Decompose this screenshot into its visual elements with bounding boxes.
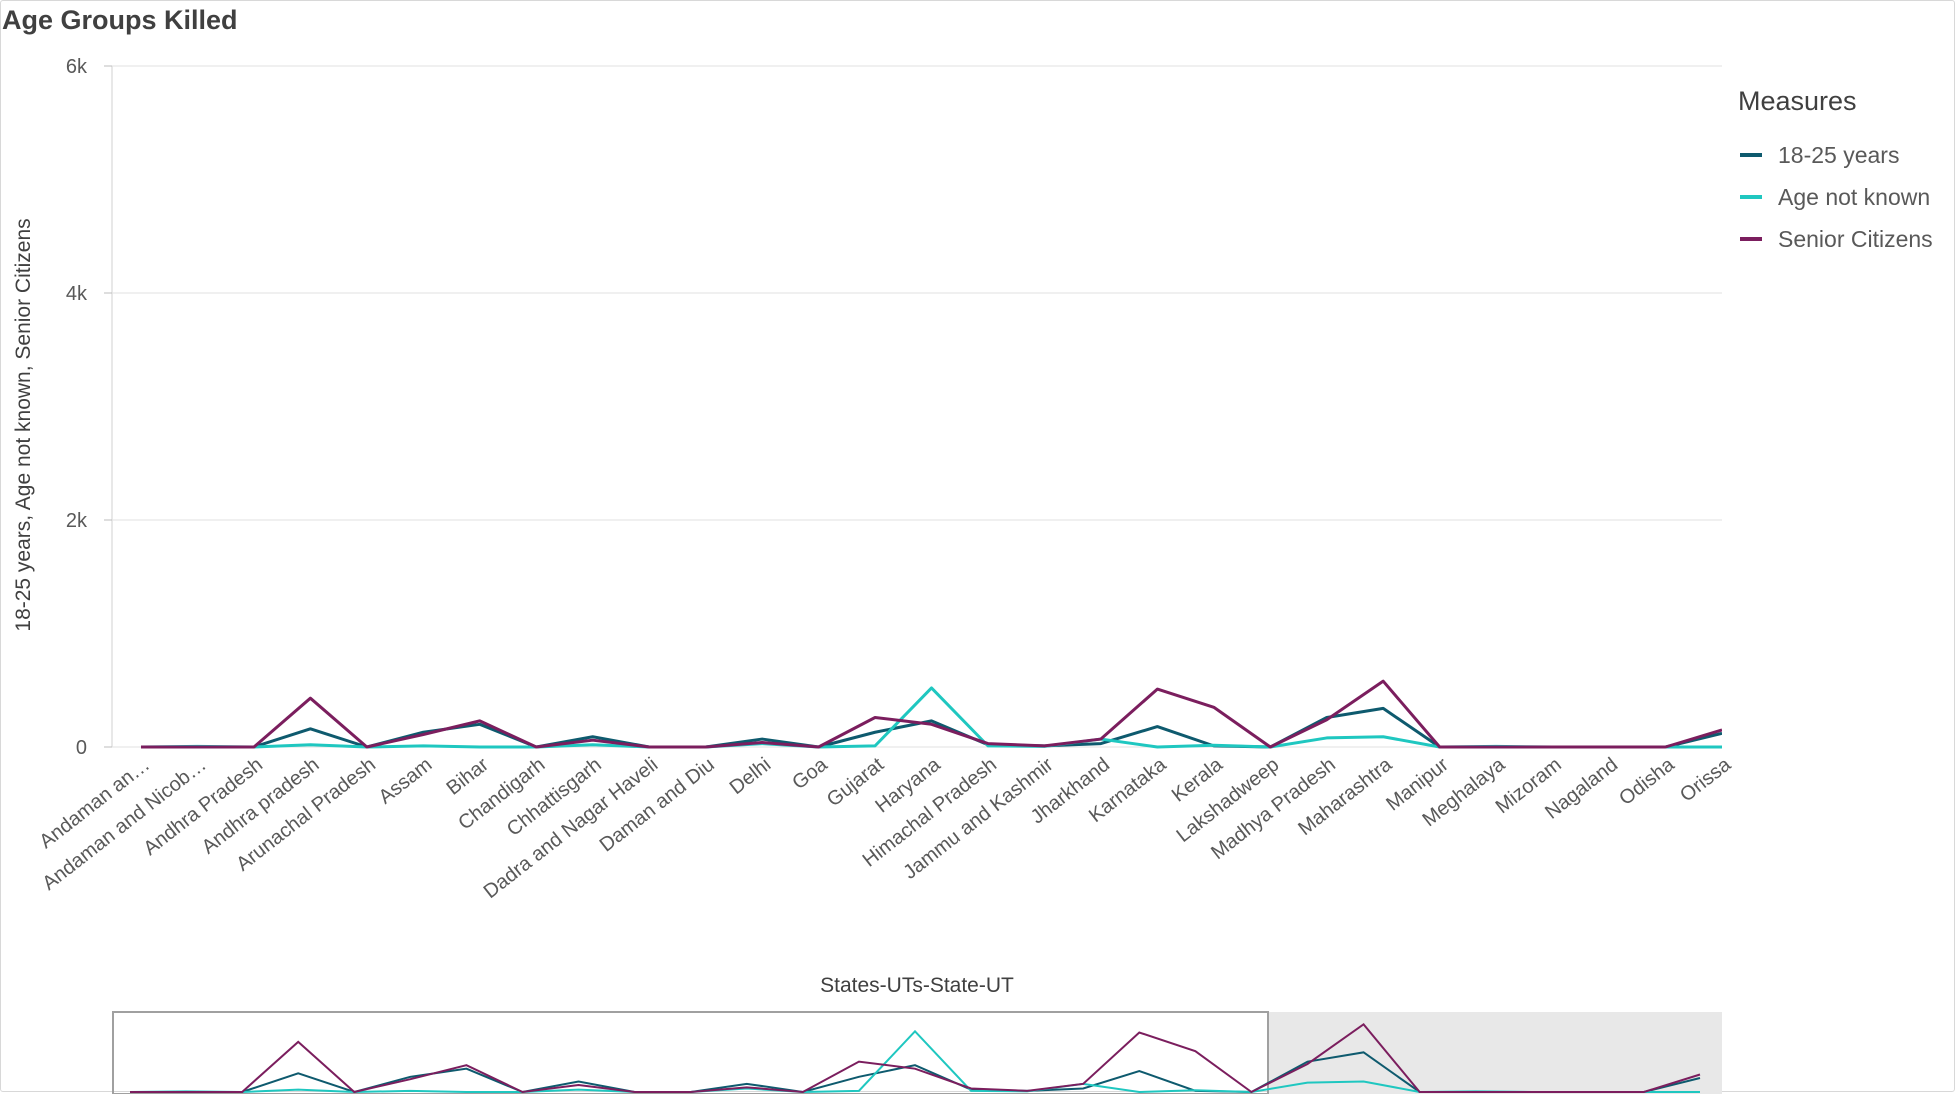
legend-title: Measures xyxy=(1738,86,1857,116)
series-line-senior-citizens[interactable] xyxy=(141,679,1722,749)
x-tick-label: Orissa xyxy=(1676,753,1736,806)
y-tick-label: 6k xyxy=(66,56,88,78)
chart-title: Age Groups Killed xyxy=(2,5,238,35)
x-axis-ticks: Andaman an…Andaman and Nicob…Andhra Prad… xyxy=(35,753,1735,903)
minimap-series-line xyxy=(130,1022,1701,1094)
legend-item-label[interactable]: 18-25 years xyxy=(1778,142,1899,168)
series-line-18-25-years[interactable] xyxy=(141,706,1722,749)
minimap-viewport-handle[interactable] xyxy=(112,1011,1269,1094)
minimap-out-of-view xyxy=(1268,1012,1722,1094)
minimap-scrollbar[interactable] xyxy=(112,1011,1722,1094)
series-lines xyxy=(140,679,1722,749)
y-tick-label: 2k xyxy=(66,510,88,532)
x-tick-label: Assam xyxy=(375,754,437,809)
y-axis-title: 18-25 years, Age not known, Senior Citiz… xyxy=(12,218,35,631)
x-tick-label: Delhi xyxy=(726,754,775,799)
y-tick-label: 4k xyxy=(66,283,88,305)
x-axis-title: States-UTs-State-UT xyxy=(820,974,1014,997)
y-axis-ticks: 0 2k 4k 6k xyxy=(66,56,88,759)
x-tick-label: Goa xyxy=(788,753,832,794)
legend[interactable]: Measures 18-25 years Age not known Senior … xyxy=(1738,86,1933,252)
series-line-age-not-known[interactable] xyxy=(140,686,1722,749)
minimap-lines xyxy=(129,1022,1701,1094)
x-tick-label: Odisha xyxy=(1615,753,1679,810)
legend-item-label[interactable]: Age not known xyxy=(1778,184,1930,210)
y-tick-label: 0 xyxy=(76,737,87,759)
legend-item-label[interactable]: Senior Citizens xyxy=(1778,226,1933,252)
gridlines xyxy=(104,65,1722,748)
